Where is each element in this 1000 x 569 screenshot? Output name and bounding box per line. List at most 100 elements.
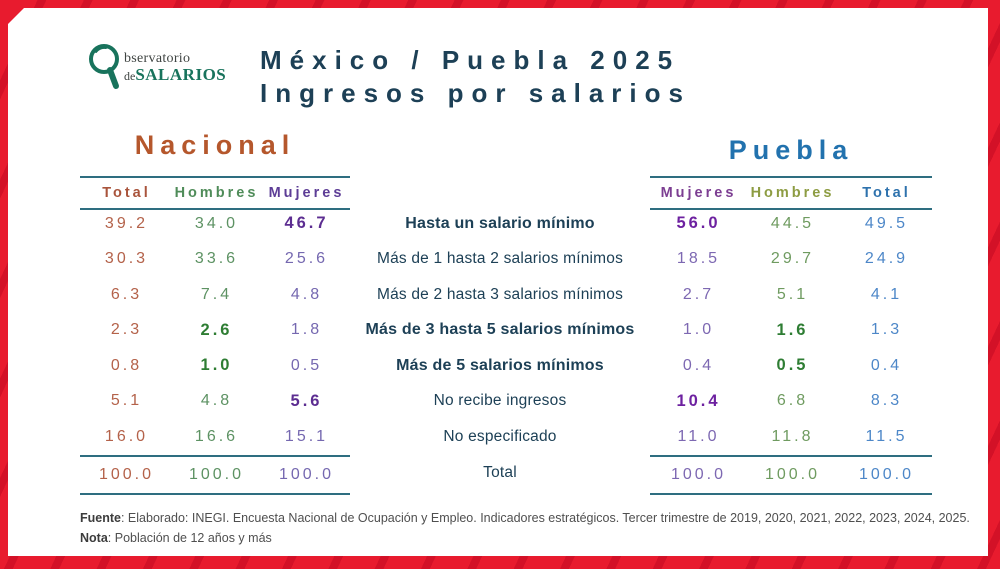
nacional-hombres-value: 4.8 [200, 392, 233, 410]
population-note: Nota: Población de 12 años y más [80, 531, 272, 545]
nacional-col-header-mujeres: Mujeres [268, 185, 345, 201]
puebla-mujeres-value: 10.4 [676, 391, 721, 410]
nacional-values-group: 16.0 16.6 15.1 [80, 419, 350, 455]
table-row: 5.1 4.8 5.6 No recibe ingresos 10.4 6.8 … [80, 384, 932, 420]
puebla-total-value: 49.5 [864, 214, 909, 232]
nacional-hombres-value: 2.6 [200, 320, 233, 339]
puebla-values-group: 56.0 44.5 49.5 [650, 206, 932, 242]
income-bracket-label: No recibe ingresos [433, 392, 567, 410]
nacional-values-group: 30.3 33.6 25.6 [80, 242, 350, 278]
observatorio-de-salarios-logo: bservatorio deSALARIOS [84, 42, 226, 94]
income-bracket-label: Más de 1 hasta 2 salarios mínimos [376, 250, 624, 268]
puebla-mujeres-value: 18.5 [676, 250, 721, 268]
nacional-total-value: 16.0 [104, 427, 149, 445]
puebla-total-value: 1.3 [870, 321, 903, 339]
nacional-hombres-value: 1.0 [200, 356, 233, 375]
nacional-total-value: 6.3 [110, 285, 143, 303]
title-line-1: México / Puebla 2025 [260, 45, 681, 75]
logo-word-observatorio: bservatorio [124, 51, 191, 66]
note-label: Nota [80, 531, 108, 545]
nacional-hombres-value: 100.0 [188, 465, 245, 483]
puebla-mujeres-value: 0.4 [682, 356, 715, 374]
puebla-header-group: Mujeres Hombres Total [650, 176, 932, 210]
nacional-total-value: 30.3 [104, 250, 149, 268]
income-bracket-label: No especificado [443, 427, 557, 445]
nacional-mujeres-value: 5.6 [290, 391, 323, 410]
puebla-hombres-value: 29.7 [770, 250, 815, 268]
table-row: 0.8 1.0 0.5 Más de 5 salarios mínimos 0.… [80, 348, 932, 384]
nacional-mujeres-value: 1.8 [290, 321, 323, 339]
section-title-nacional: Nacional [134, 130, 296, 160]
nacional-total-value: 0.8 [110, 356, 143, 374]
salary-table: Total Hombres Mujeres Mujeres Hombres To… [80, 176, 932, 495]
label-column-spacer [350, 176, 650, 206]
puebla-mujeres-value: 56.0 [676, 214, 721, 233]
title-line-2: Ingresos por salarios [260, 78, 691, 108]
puebla-total-value: 4.1 [870, 285, 903, 303]
nacional-values-group: 100.0 100.0 100.0 [80, 454, 350, 495]
nacional-total-value: 100.0 [98, 465, 155, 483]
puebla-hombres-value: 11.8 [771, 427, 814, 445]
nacional-mujeres-value: 15.1 [284, 427, 329, 445]
puebla-total-value: 24.9 [864, 250, 909, 268]
footer-notes: Fuente: Elaborado: INEGI. Encuesta Nacio… [80, 508, 970, 548]
nacional-mujeres-value: 46.7 [284, 214, 329, 233]
slide: bservatorio deSALARIOS México / Puebla 2… [8, 8, 988, 556]
source-note: Fuente: Elaborado: INEGI. Encuesta Nacio… [80, 511, 970, 525]
puebla-mujeres-value: 2.7 [682, 285, 715, 303]
income-bracket-label: Hasta un salario mínimo [405, 214, 595, 232]
nacional-mujeres-value: 100.0 [278, 465, 335, 483]
nacional-values-group: 2.3 2.6 1.8 [80, 313, 350, 349]
nacional-total-value: 39.2 [104, 214, 149, 232]
puebla-hombres-value: 100.0 [764, 465, 821, 483]
puebla-col-header-total: Total [862, 185, 911, 201]
table-row: 30.3 33.6 25.6 Más de 1 hasta 2 salarios… [80, 242, 932, 278]
puebla-hombres-value: 1.6 [776, 320, 809, 339]
puebla-hombres-value: 0.5 [776, 356, 809, 375]
puebla-values-group: 10.4 6.8 8.3 [650, 384, 932, 420]
table-row: 2.3 2.6 1.8 Más de 3 hasta 5 salarios mí… [80, 313, 932, 349]
puebla-col-header-mujeres: Mujeres [660, 185, 737, 201]
table-header-row: Total Hombres Mujeres Mujeres Hombres To… [80, 176, 932, 210]
income-bracket-label: Total [483, 463, 517, 481]
puebla-total-value: 100.0 [858, 465, 915, 483]
magnifier-icon [84, 42, 128, 94]
puebla-hombres-value: 5.1 [776, 285, 809, 303]
nacional-hombres-value: 33.6 [194, 250, 239, 268]
logo-word-de-salarios: deSALARIOS [124, 65, 227, 84]
nacional-mujeres-value: 4.8 [290, 285, 323, 303]
page-title: México / Puebla 2025 Ingresos por salari… [260, 44, 691, 110]
logo-text: bservatorio deSALARIOS [124, 50, 226, 84]
nacional-hombres-value: 34.0 [194, 214, 239, 232]
puebla-mujeres-value: 1.0 [682, 321, 715, 339]
nacional-values-group: 0.8 1.0 0.5 [80, 348, 350, 384]
puebla-hombres-value: 6.8 [776, 392, 809, 410]
puebla-values-group: 0.4 0.5 0.4 [650, 348, 932, 384]
nacional-total-value: 5.1 [110, 392, 143, 410]
nacional-values-group: 6.3 7.4 4.8 [80, 277, 350, 313]
section-title-puebla: Puebla [728, 135, 854, 165]
table-row: 6.3 7.4 4.8 Más de 2 hasta 3 salarios mí… [80, 277, 932, 313]
nacional-hombres-value: 16.6 [194, 427, 239, 445]
puebla-col-header-hombres: Hombres [750, 185, 835, 201]
puebla-values-group: 1.0 1.6 1.3 [650, 313, 932, 349]
table-rows: 39.2 34.0 46.7 Hasta un salario mínimo 5… [80, 206, 932, 495]
puebla-total-value: 8.3 [870, 392, 903, 410]
puebla-values-group: 11.0 11.8 11.5 [650, 419, 932, 455]
puebla-values-group: 18.5 29.7 24.9 [650, 242, 932, 278]
table-row: 39.2 34.0 46.7 Hasta un salario mínimo 5… [80, 206, 932, 242]
nacional-hombres-value: 7.4 [200, 285, 233, 303]
nacional-values-group: 5.1 4.8 5.6 [80, 384, 350, 420]
nacional-mujeres-value: 0.5 [290, 356, 323, 374]
nacional-values-group: 39.2 34.0 46.7 [80, 206, 350, 242]
puebla-values-group: 2.7 5.1 4.1 [650, 277, 932, 313]
income-bracket-label: Más de 5 salarios mínimos [396, 356, 604, 374]
income-bracket-label: Más de 3 hasta 5 salarios mínimos [365, 321, 635, 339]
puebla-total-value: 11.5 [865, 427, 908, 445]
nacional-col-header-total: Total [102, 185, 151, 201]
puebla-mujeres-value: 100.0 [670, 465, 727, 483]
source-label: Fuente [80, 511, 121, 525]
puebla-hombres-value: 44.5 [770, 214, 815, 232]
puebla-mujeres-value: 11.0 [677, 427, 720, 445]
